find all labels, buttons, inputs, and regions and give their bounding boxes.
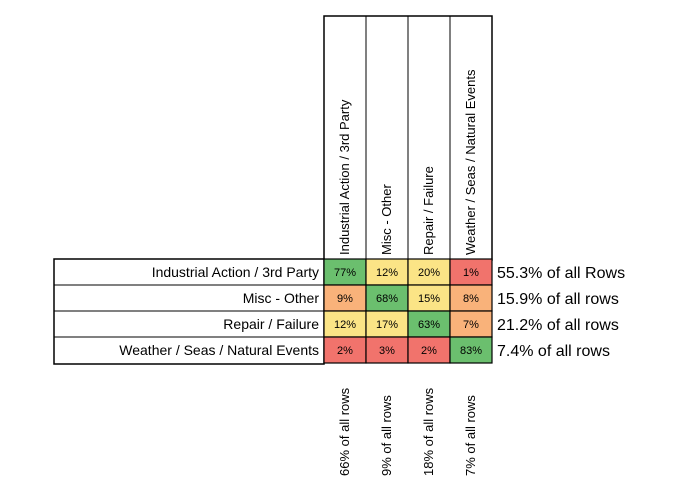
- heatmap-cell: [365, 284, 409, 312]
- cell-value-label: 1%: [463, 267, 479, 279]
- row-label: Misc - Other: [243, 290, 320, 306]
- cell-value-label: 83%: [460, 345, 482, 357]
- row-label: Repair / Failure: [223, 316, 319, 332]
- column-share-label: 18% of all rows: [421, 387, 436, 476]
- heatmap-cell: [407, 336, 451, 364]
- column-label: Misc - Other: [379, 184, 394, 255]
- cell-value-label: 2%: [337, 345, 353, 357]
- heatmap-cell: [365, 310, 409, 338]
- column-label: Repair / Failure: [421, 166, 436, 255]
- heatmap-cell: [449, 336, 493, 364]
- column-header-dividers: [365, 16, 451, 259]
- row-share-label: 15.9% of all rows: [497, 291, 619, 308]
- heatmap-cell: [449, 284, 493, 312]
- cell-value-label: 9%: [337, 293, 353, 305]
- column-share-label: 9% of all rows: [379, 395, 394, 476]
- cell-value-label: 68%: [376, 293, 398, 305]
- heatmap-cell: [323, 284, 367, 312]
- cell-value-label: 15%: [418, 293, 440, 305]
- row-share-label: 55.3% of all Rows: [497, 265, 625, 282]
- cell-value-label: 8%: [463, 293, 479, 305]
- heatmap-cells: 77% 12% 20% 1% 9% 68% 15% 8% 12% 17% 63% 7% 2% 3% 2% 83…: [323, 258, 493, 364]
- cell-value-label: 17%: [376, 319, 398, 331]
- row-share-label: 21.2% of all rows: [497, 317, 619, 334]
- column-label: Industrial Action / 3rd Party: [337, 99, 352, 255]
- cell-value-label: 77%: [334, 267, 356, 279]
- heatmap-cell: [449, 310, 493, 338]
- row-label: Industrial Action / 3rd Party: [152, 264, 319, 280]
- column-share-label: 66% of all rows: [337, 387, 352, 476]
- heatmap-cell: [449, 258, 493, 286]
- cell-value-label: 63%: [418, 319, 440, 331]
- cell-value-label: 20%: [418, 267, 440, 279]
- column-label: Weather / Seas / Natural Events: [463, 69, 478, 255]
- row-label-dividers: [54, 284, 324, 338]
- cell-value-label: 3%: [379, 345, 395, 357]
- row-label: Weather / Seas / Natural Events: [119, 342, 319, 358]
- cell-value-label: 7%: [463, 319, 479, 331]
- cell-value-label: 12%: [376, 267, 398, 279]
- heatmap-cell: [407, 310, 451, 338]
- cell-value-label: 2%: [421, 345, 437, 357]
- column-share-label: 7% of all rows: [463, 395, 478, 476]
- heatmap-cell: [407, 258, 451, 286]
- cell-value-label: 12%: [334, 319, 356, 331]
- row-share-label: 7.4% of all rows: [497, 343, 610, 360]
